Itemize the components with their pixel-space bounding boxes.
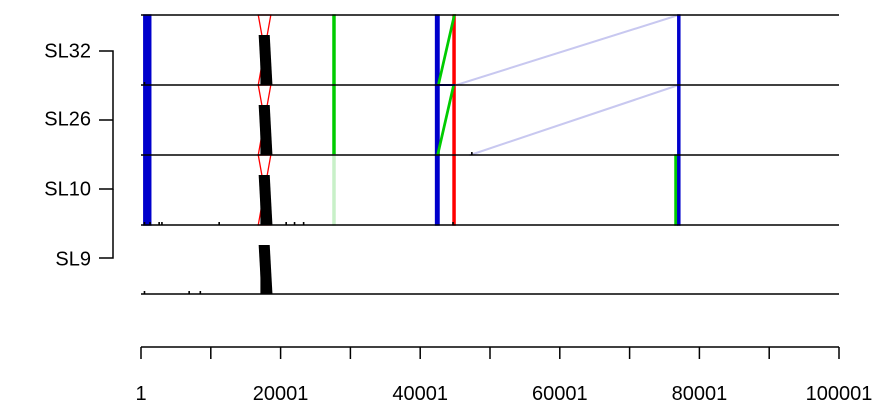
track-label-sl10: SL10 <box>44 178 91 200</box>
x-tick-label-5: 100001 <box>806 383 873 405</box>
link-21 <box>674 154 678 226</box>
x-tick-label-3: 60001 <box>532 383 588 405</box>
x-tick-label-0: 1 <box>135 383 146 405</box>
link-14 <box>452 154 456 226</box>
link-7 <box>332 84 336 156</box>
feature-stroke <box>261 244 267 295</box>
track-label-sl32: SL32 <box>44 40 91 62</box>
feature-stroke <box>261 174 267 226</box>
x-tick-label-1: 20001 <box>253 383 309 405</box>
link-9 <box>434 14 440 86</box>
x-tick-label-4: 80001 <box>672 383 728 405</box>
feature-stroke <box>267 34 273 86</box>
feature-stroke <box>261 34 267 86</box>
track-label-sl9: SL9 <box>55 248 91 270</box>
link-18 <box>468 84 681 156</box>
track-label-sl26: SL26 <box>44 108 91 130</box>
link-10 <box>434 84 440 156</box>
link-11 <box>434 154 440 226</box>
link-6 <box>332 14 336 86</box>
x-tick-label-2: 40001 <box>392 383 448 405</box>
link-8 <box>332 154 336 226</box>
link-1 <box>143 84 152 156</box>
link-0 <box>143 14 152 86</box>
cluster-bracket-outer <box>99 189 114 259</box>
link-19 <box>677 14 681 86</box>
feature-stroke <box>267 244 273 295</box>
feature-stroke <box>267 174 273 226</box>
link-22 <box>677 154 681 226</box>
link-2 <box>143 154 152 226</box>
feature-stroke <box>267 104 273 156</box>
link-20 <box>677 84 681 156</box>
link-13 <box>452 84 456 156</box>
link-17 <box>454 14 681 86</box>
feature-stroke <box>261 104 267 156</box>
